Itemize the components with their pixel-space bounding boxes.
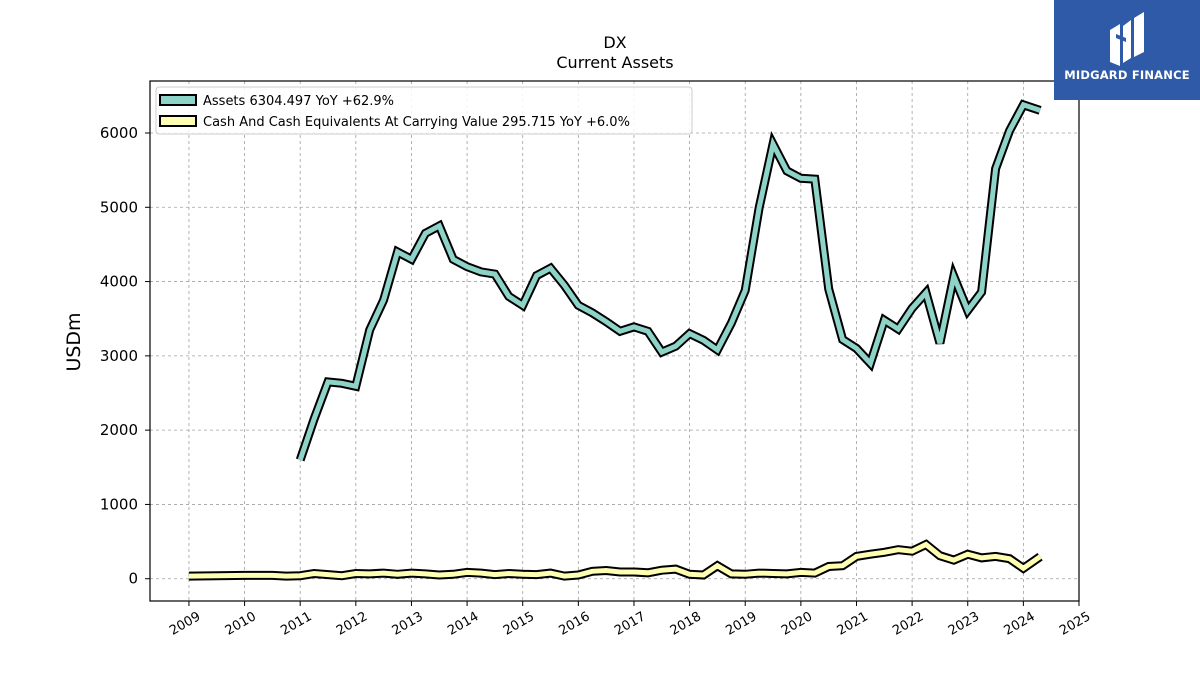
legend-label-assets: Assets 6304.497 YoY +62.9% xyxy=(203,94,394,109)
y-ticks: 0 1000 2000 3000 4000 5000 6000 xyxy=(100,124,150,588)
x-tick-label: 2011 xyxy=(278,609,314,639)
x-tick-label: 2024 xyxy=(1002,609,1038,639)
y-tick-label: 4000 xyxy=(100,273,138,291)
legend-swatch-assets xyxy=(159,94,197,106)
y-tick-label: 3000 xyxy=(100,347,138,365)
y-tick-label: 1000 xyxy=(100,495,138,513)
y-tick-label: 5000 xyxy=(100,198,138,216)
x-tick-label: 2014 xyxy=(445,609,481,639)
x-tick-label: 2013 xyxy=(390,609,426,639)
legend: Assets 6304.497 YoY +62.9% Cash And Cash… xyxy=(155,86,693,135)
series-line-1 xyxy=(188,541,1042,579)
x-tick-label: 2017 xyxy=(612,609,648,639)
grid xyxy=(150,81,1080,601)
x-tick-label: 2009 xyxy=(167,609,203,639)
x-tick-label: 2016 xyxy=(557,609,593,639)
x-tick-label: 2010 xyxy=(223,609,259,639)
chart-subtitle: Current Assets xyxy=(556,53,673,72)
y-tick-label: 2000 xyxy=(100,421,138,439)
series-lines xyxy=(188,99,1043,581)
y-tick-label: 0 xyxy=(128,570,138,588)
brand-logo: MIDGARD FINANCE xyxy=(1054,0,1200,100)
chart-title: DX xyxy=(603,33,626,52)
x-tick-label: 2022 xyxy=(890,609,926,639)
x-tick-label: 2012 xyxy=(334,609,370,639)
x-tick-label: 2025 xyxy=(1057,609,1093,639)
x-tick-label: 2015 xyxy=(501,609,537,639)
x-tick-label: 2018 xyxy=(668,609,704,639)
x-tick-label: 2023 xyxy=(946,609,982,639)
legend-box xyxy=(155,86,693,135)
midgard-logo-icon xyxy=(1110,12,1144,66)
x-tick-label: 2019 xyxy=(723,609,759,639)
x-tick-label: 2020 xyxy=(779,609,815,639)
plot-frame xyxy=(149,80,1080,602)
legend-swatch-cash xyxy=(159,115,197,127)
series-line-0 xyxy=(297,101,1041,461)
x-ticks: 2009 2010 2011 2012 2013 2014 2015 2016 2017 2018… xyxy=(167,601,1093,639)
brand-name: MIDGARD FINANCE xyxy=(1064,68,1190,82)
legend-label-cash: Cash And Cash Equivalents At Carrying Va… xyxy=(203,115,630,130)
y-tick-label: 6000 xyxy=(100,124,138,142)
y-axis-label: USDm xyxy=(63,312,85,371)
x-tick-label: 2021 xyxy=(835,609,871,639)
